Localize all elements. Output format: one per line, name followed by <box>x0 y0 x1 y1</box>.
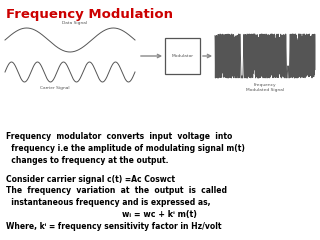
Text: Where, kⁱ = frequency sensitivity factor in Hz/volt: Where, kⁱ = frequency sensitivity factor… <box>6 222 221 231</box>
Text: Frequency  modulator  converts  input  voltage  into
  frequency i.e the amplitu: Frequency modulator converts input volta… <box>6 132 245 165</box>
Bar <box>165 38 200 74</box>
Text: Data Signal: Data Signal <box>62 21 88 25</box>
Text: Frequency
Modulated Signal: Frequency Modulated Signal <box>246 83 284 92</box>
Text: Frequency Modulation: Frequency Modulation <box>6 8 173 21</box>
Text: wᵢ = wᴄ + kⁱ m(t): wᵢ = wᴄ + kⁱ m(t) <box>123 210 197 219</box>
Text: Carrier Signal: Carrier Signal <box>40 86 70 90</box>
Text: Modulator: Modulator <box>172 54 194 58</box>
Text: Consider carrier signal c(t) =Ac Coswct: Consider carrier signal c(t) =Ac Coswct <box>6 175 175 184</box>
Text: The  frequency  variation  at  the  output  is  called
  instantaneous frequency: The frequency variation at the output is… <box>6 186 227 207</box>
